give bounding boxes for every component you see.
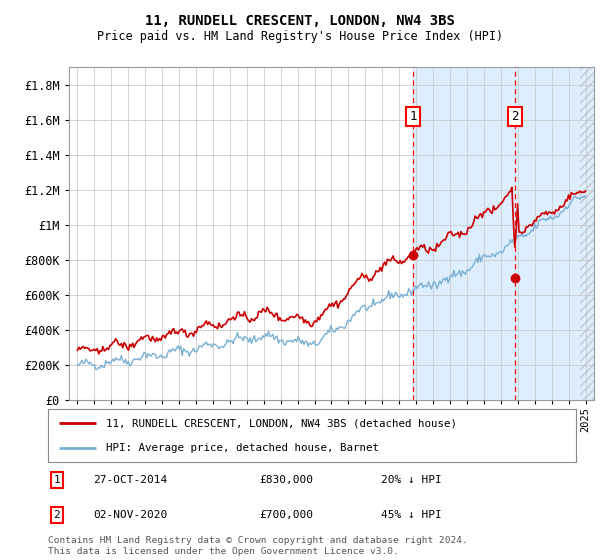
Text: 1: 1 bbox=[409, 110, 417, 123]
Text: 20% ↓ HPI: 20% ↓ HPI bbox=[380, 475, 442, 485]
Text: £830,000: £830,000 bbox=[259, 475, 313, 485]
Text: 2: 2 bbox=[511, 110, 519, 123]
Text: 11, RUNDELL CRESCENT, LONDON, NW4 3BS: 11, RUNDELL CRESCENT, LONDON, NW4 3BS bbox=[145, 14, 455, 28]
Text: 27-OCT-2014: 27-OCT-2014 bbox=[93, 475, 167, 485]
Text: 1: 1 bbox=[53, 475, 60, 485]
Text: HPI: Average price, detached house, Barnet: HPI: Average price, detached house, Barn… bbox=[106, 442, 379, 452]
Text: 45% ↓ HPI: 45% ↓ HPI bbox=[380, 510, 442, 520]
Text: Price paid vs. HM Land Registry's House Price Index (HPI): Price paid vs. HM Land Registry's House … bbox=[97, 30, 503, 43]
Bar bbox=[580, 67, 594, 400]
Text: 02-NOV-2020: 02-NOV-2020 bbox=[93, 510, 167, 520]
Text: Contains HM Land Registry data © Crown copyright and database right 2024.
This d: Contains HM Land Registry data © Crown c… bbox=[48, 536, 468, 556]
Text: £700,000: £700,000 bbox=[259, 510, 313, 520]
Text: 2: 2 bbox=[53, 510, 60, 520]
Bar bbox=[413, 67, 594, 400]
Text: 11, RUNDELL CRESCENT, LONDON, NW4 3BS (detached house): 11, RUNDELL CRESCENT, LONDON, NW4 3BS (d… bbox=[106, 418, 457, 428]
